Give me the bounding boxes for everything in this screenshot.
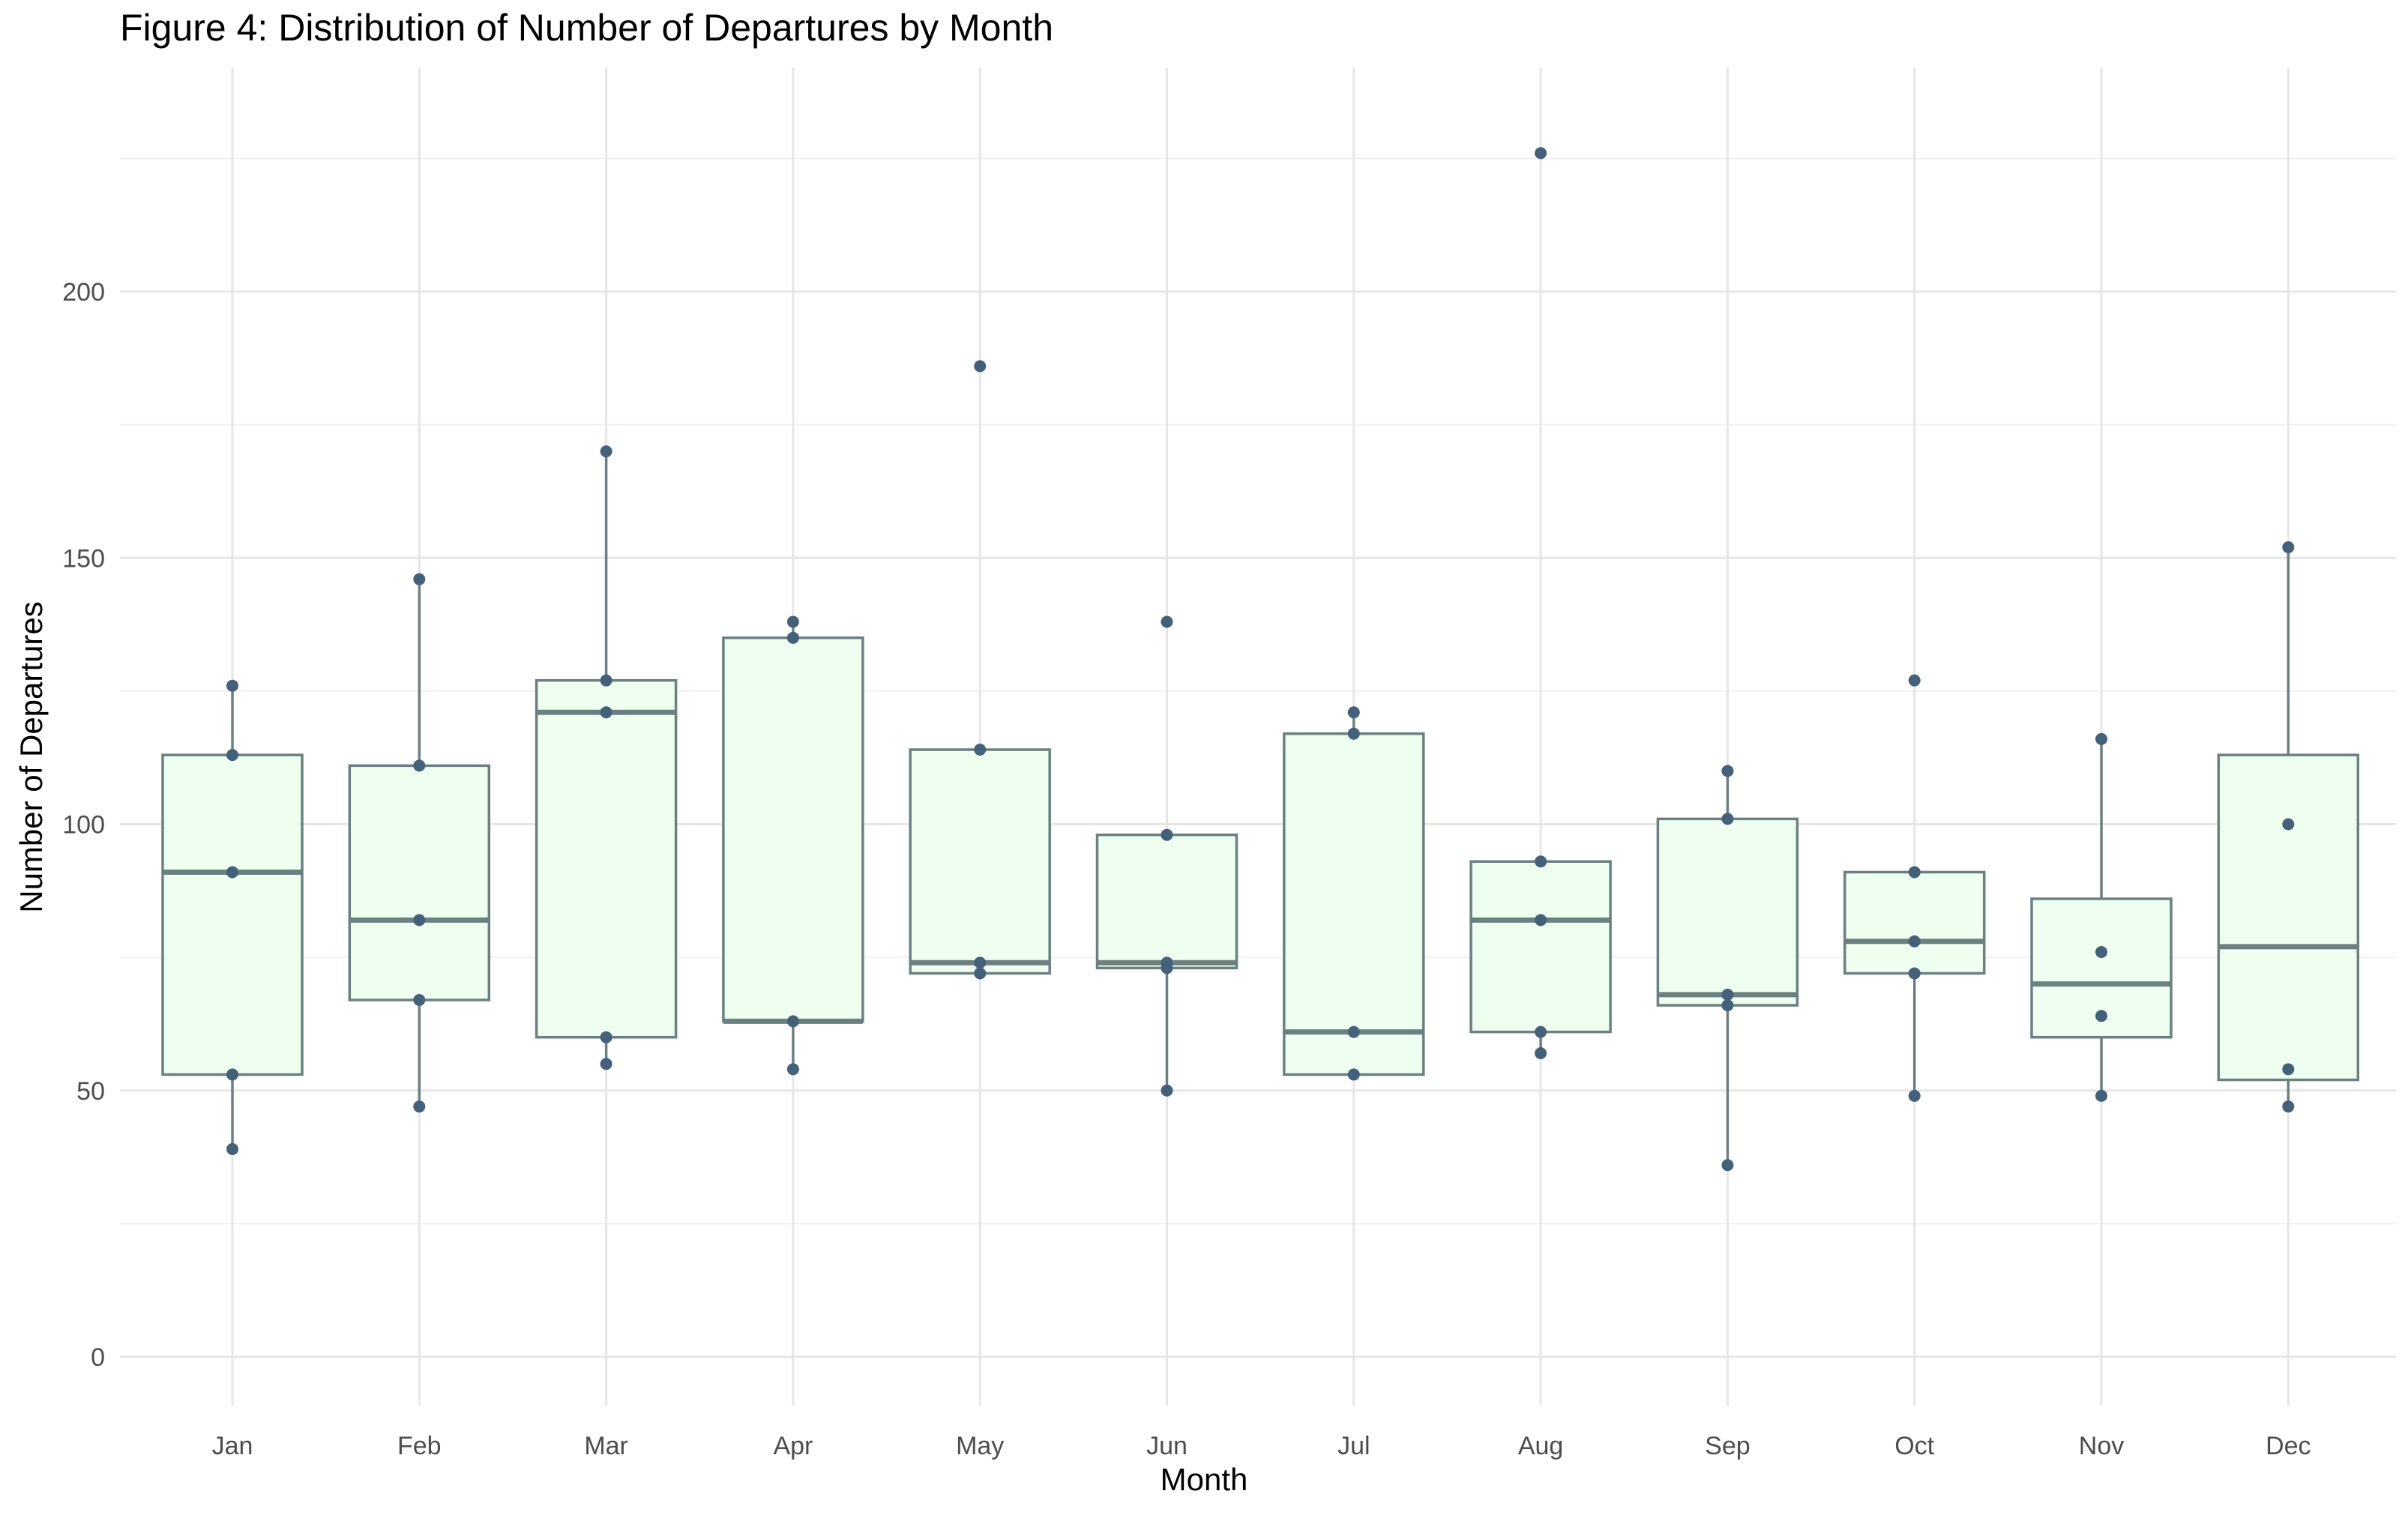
data-point xyxy=(2095,946,2107,959)
y-tick-label: 0 xyxy=(91,1343,105,1372)
x-tick-label: Apr xyxy=(773,1432,813,1460)
data-point xyxy=(226,866,238,879)
data-point xyxy=(1721,765,1734,777)
box-feb xyxy=(348,764,491,1002)
y-tick-label: 200 xyxy=(62,278,105,307)
data-point xyxy=(1535,855,1547,868)
data-point xyxy=(2095,732,2107,745)
box-sep xyxy=(1656,817,1799,1007)
x-tick-label: Dec xyxy=(2266,1432,2311,1460)
y-tick-label: 100 xyxy=(62,811,105,840)
data-point xyxy=(786,1015,799,1028)
data-point xyxy=(2282,1100,2295,1113)
data-point xyxy=(1161,957,1173,969)
data-point xyxy=(600,1031,612,1043)
box-aug xyxy=(1469,860,1612,1034)
data-point xyxy=(413,759,426,772)
data-point xyxy=(2282,541,2295,554)
data-point xyxy=(413,1100,426,1113)
data-point xyxy=(1347,1025,1360,1038)
x-tick-label: May xyxy=(956,1432,1004,1460)
data-point xyxy=(1347,1068,1360,1081)
data-point xyxy=(413,573,426,585)
data-point xyxy=(1908,866,1921,879)
data-point xyxy=(1535,1025,1547,1038)
box-jun xyxy=(1095,833,1238,970)
data-point xyxy=(1161,828,1173,841)
data-point xyxy=(226,749,238,762)
data-point xyxy=(1161,1084,1173,1097)
data-point xyxy=(600,1058,612,1070)
data-point xyxy=(600,445,612,458)
box-oct xyxy=(1843,870,1986,975)
x-tick-label: Nov xyxy=(2079,1432,2124,1460)
x-tick-label: Aug xyxy=(1518,1432,1564,1460)
x-tick-label: Jul xyxy=(1337,1432,1370,1460)
data-point xyxy=(226,1068,238,1081)
box-may xyxy=(909,748,1051,975)
box-jul xyxy=(1283,732,1425,1076)
data-point xyxy=(1347,727,1360,740)
x-tick-label: Jun xyxy=(1146,1432,1188,1460)
data-point xyxy=(1721,999,1734,1012)
data-point xyxy=(226,679,238,692)
data-point xyxy=(1908,674,1921,687)
data-point xyxy=(974,744,987,756)
y-axis-title: Number of Departures xyxy=(13,601,49,913)
x-tick-label: Jan xyxy=(212,1432,253,1460)
box-dec xyxy=(2217,753,2360,1082)
data-point xyxy=(2095,1089,2107,1102)
data-point xyxy=(786,615,799,628)
box-mar xyxy=(535,678,678,1039)
data-point xyxy=(1535,147,1547,160)
data-point xyxy=(600,674,612,687)
data-point xyxy=(974,957,987,969)
x-tick-label: Sep xyxy=(1705,1432,1751,1460)
x-tick-label: Oct xyxy=(1894,1432,1934,1460)
data-point xyxy=(1721,813,1734,825)
data-point xyxy=(1721,1159,1734,1172)
y-tick-label: 150 xyxy=(62,544,105,573)
data-point xyxy=(600,706,612,719)
y-tick-label: 50 xyxy=(76,1077,105,1106)
data-point xyxy=(2282,818,2295,831)
data-point xyxy=(1908,967,1921,980)
data-point xyxy=(786,631,799,644)
data-point xyxy=(1535,914,1547,927)
data-point xyxy=(974,360,987,373)
chart-title: Figure 4: Distribution of Number of Depa… xyxy=(120,7,1053,49)
data-point xyxy=(413,914,426,927)
data-point xyxy=(1721,988,1734,1001)
data-point xyxy=(2282,1063,2295,1076)
data-point xyxy=(974,967,987,980)
x-tick-label: Mar xyxy=(584,1432,628,1460)
data-point xyxy=(1908,935,1921,948)
data-point xyxy=(413,993,426,1006)
data-point xyxy=(226,1142,238,1155)
x-axis-title: Month xyxy=(1160,1462,1248,1497)
data-point xyxy=(1535,1047,1547,1060)
box-apr xyxy=(722,636,864,1023)
data-point xyxy=(2095,1010,2107,1022)
data-point xyxy=(1347,706,1360,719)
box-jan xyxy=(161,753,304,1076)
data-point xyxy=(1161,615,1173,628)
data-point xyxy=(786,1063,799,1076)
data-point xyxy=(1908,1089,1921,1102)
x-tick-label: Feb xyxy=(397,1432,442,1460)
